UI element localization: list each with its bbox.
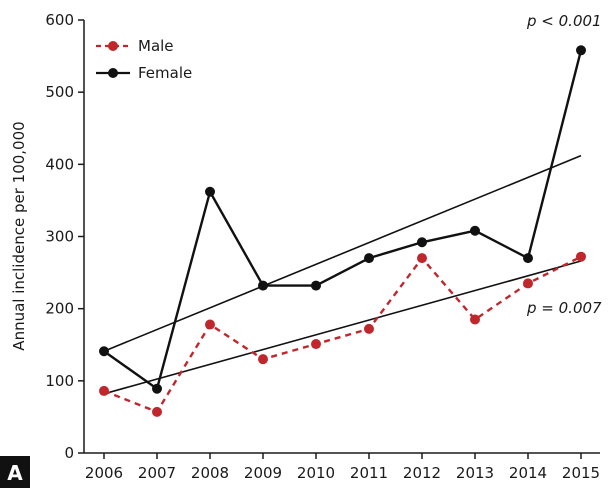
series-lines (103, 50, 583, 414)
y-ticks: 0 100 200 300 400 500 600 (45, 11, 84, 462)
trend-line-male (103, 260, 582, 395)
legend-marker-female (108, 68, 118, 78)
legend: Male Female (96, 37, 192, 82)
data-point-female (152, 383, 162, 394)
y-tick-label: 100 (45, 372, 74, 390)
data-point-female (523, 253, 533, 264)
x-tick-label: 2011 (350, 464, 388, 482)
panel-label-text: A (7, 461, 23, 485)
panel-label-box (0, 456, 30, 488)
series-line-male (103, 255, 582, 414)
y-axis-label: Annual inclidence per 100,000 (10, 121, 28, 350)
y-tick-label: 300 (45, 228, 74, 246)
y-tick-label: 500 (45, 83, 74, 101)
data-point-female (311, 280, 321, 291)
data-point-male (258, 354, 268, 365)
x-tick-label: 2013 (456, 464, 494, 482)
x-tick-label: 2012 (403, 464, 441, 482)
x-tick-label: 2015 (562, 464, 600, 482)
data-point-male (470, 314, 480, 325)
p-value-male: p = 0.007 (526, 299, 602, 317)
data-point-male (364, 323, 374, 334)
data-point-female (470, 225, 480, 236)
panel-label: A (0, 456, 30, 488)
x-tick-label: 2008 (191, 464, 229, 482)
legend-item-male: Male (96, 37, 174, 55)
legend-label-male: Male (138, 37, 174, 55)
data-point-female (205, 186, 215, 197)
data-point-male (417, 253, 427, 264)
y-tick-label: 200 (45, 300, 74, 318)
series-line-female (103, 50, 583, 390)
data-point-female (258, 280, 268, 291)
y-tick-label: 0 (64, 444, 74, 462)
legend-label-female: Female (138, 64, 192, 82)
trend-line-female (103, 154, 582, 352)
data-point-male (152, 406, 162, 417)
data-point-male (99, 385, 109, 396)
data-point-female (99, 346, 109, 357)
data-point-male (576, 251, 586, 262)
x-tick-label: 2014 (509, 464, 547, 482)
data-point-male (205, 319, 215, 330)
data-point-female (417, 237, 427, 248)
legend-marker-male (108, 41, 118, 51)
y-tick-label: 400 (45, 155, 74, 173)
x-tick-label: 2009 (244, 464, 282, 482)
x-tick-label: 2007 (138, 464, 176, 482)
legend-item-female: Female (96, 64, 192, 82)
data-point-female (576, 45, 586, 56)
data-point-female (364, 253, 374, 264)
x-tick-label: 2010 (297, 464, 335, 482)
series-points (99, 45, 586, 417)
p-value-female: p < 0.001 (526, 12, 602, 30)
x-tick-label: 2006 (85, 464, 123, 482)
data-point-male (311, 339, 321, 350)
trend-lines (103, 154, 582, 395)
plot-area: 0 100 200 300 400 500 600 2006 2007 2008 2009 2010… (45, 11, 600, 482)
data-point-male (523, 278, 533, 289)
y-tick-label: 600 (45, 11, 74, 29)
x-ticks: 2006 2007 2008 2009 2010 2011 2012 2013 2014 2015 (85, 453, 600, 482)
